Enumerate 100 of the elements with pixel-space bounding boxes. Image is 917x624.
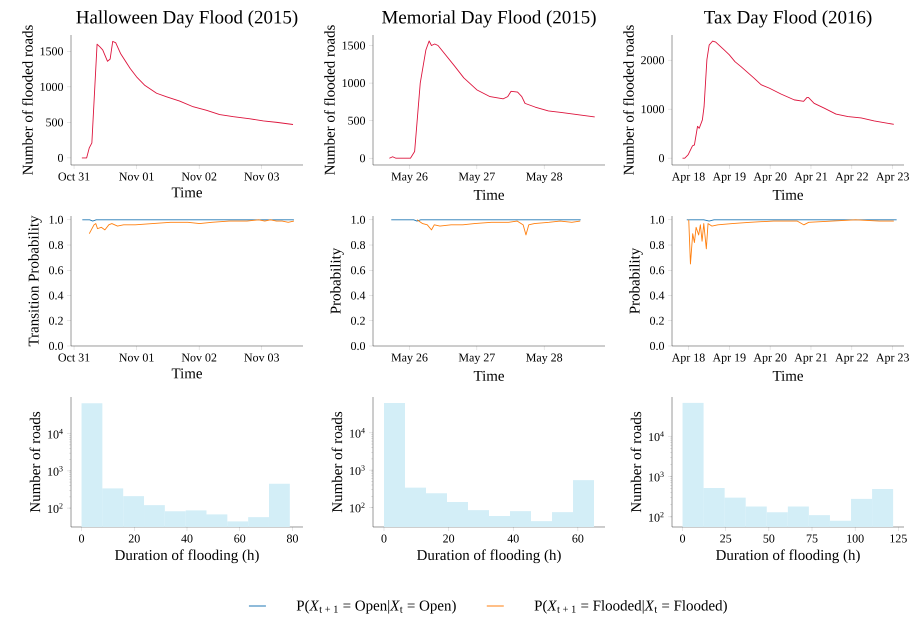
x-tick-label: Apr 23 [876, 353, 909, 364]
legend-label: P(X$_{t + 1}$ = Flooded|X$_{t}$ = Flooded) [534, 600, 727, 614]
y-axis-title: Number of roads [30, 412, 40, 512]
y-axis-title: Number of roads [630, 412, 642, 512]
y-tick-label: 1000 [40, 82, 64, 91]
y-axis-title: Probability [629, 248, 643, 314]
x-axis-title: Duration of flooding (h) [417, 549, 561, 564]
y-axis-title: Number of flooded roads [22, 25, 33, 175]
line-series [688, 219, 894, 264]
y-tick-label: 0.4 [351, 291, 366, 300]
line-series [88, 219, 294, 234]
y-tick-label: 10$^{2}$ [48, 503, 63, 513]
y-tick-label: 0.2 [351, 316, 365, 325]
y-tick-label: 1.0 [650, 216, 664, 224]
y-tick-label: 10$^{2}$ [649, 512, 664, 522]
y-tick-label: 1000 [342, 79, 366, 88]
x-tick-label: Oct 31 [58, 172, 90, 181]
y-tick-label: 0.6 [49, 266, 64, 274]
x-tick-label: 40 [507, 534, 519, 543]
x-tick-label: Oct 31 [58, 353, 90, 362]
legend-label: P(X$_{t + 1}$ = Open|X$_{t}$ = Open) [296, 600, 456, 614]
y-tick-label: 10$^{3}$ [649, 472, 664, 482]
y-tick-label: 0.6 [351, 266, 366, 274]
chart-title: Memorial Day Flood (2015) [382, 10, 596, 28]
y-tick-label: 0.8 [351, 240, 366, 250]
x-tick-label: Nov 03 [244, 354, 280, 362]
y-axis-title: Probability [330, 248, 344, 314]
x-tick-label: Apr 19 [712, 353, 746, 364]
x-tick-label: 0 [381, 534, 387, 543]
x-tick-label: Apr 21 [794, 353, 828, 364]
y-axis-title: Number of roads [332, 412, 342, 512]
x-tick-label: May 28 [526, 172, 562, 184]
x-tick-label: 20 [128, 534, 140, 543]
chart-title: Halloween Day Flood (2015) [76, 10, 298, 28]
y-tick-label: 0.0 [351, 342, 366, 350]
x-tick-label: Nov 02 [182, 354, 216, 362]
y-tick-label: 0.0 [650, 342, 664, 350]
y-tick-label: 1.0 [352, 216, 366, 224]
line-series [416, 219, 581, 236]
y-axis-title: Transition Probability [28, 216, 42, 346]
x-tick-label: 25 [720, 534, 732, 543]
x-tick-label: Apr 22 [835, 353, 868, 364]
y-tick-label: 0.2 [650, 316, 664, 325]
y-tick-label: 10$^{4}$ [350, 428, 365, 438]
x-tick-label: Nov 02 [182, 172, 216, 181]
y-tick-label: 10$^{4}$ [48, 428, 63, 439]
line-series [81, 40, 294, 158]
x-tick-label: Apr 18 [672, 172, 705, 183]
y-tick-label: 1500 [40, 47, 64, 56]
y-tick-label: 0.2 [49, 316, 63, 325]
x-axis-title: Time [172, 187, 202, 198]
y-tick-label: 0.8 [650, 240, 664, 250]
x-tick-label: Apr 18 [672, 354, 705, 364]
x-tick-label: Apr 23 [876, 172, 909, 183]
x-tick-label: Apr 22 [835, 172, 868, 183]
x-tick-label: May 28 [526, 354, 562, 364]
y-axis-title: Number of flooded roads [623, 25, 634, 175]
x-tick-label: 125 [890, 534, 907, 543]
x-axis-title: Duration of flooding (h) [115, 549, 259, 564]
x-tick-label: May 27 [458, 354, 495, 364]
y-tick-label: 500 [46, 118, 64, 126]
y-tick-label: 0.6 [650, 266, 664, 274]
x-tick-label: 75 [806, 534, 818, 542]
x-tick-label: 80 [286, 534, 298, 543]
x-axis-title: Time [474, 370, 504, 381]
y-tick-label: 500 [348, 116, 366, 125]
x-tick-label: 60 [234, 534, 246, 543]
x-axis-title: Duration of flooding (h) [716, 549, 860, 564]
x-tick-label: 40 [181, 534, 193, 543]
x-tick-label: 0 [79, 534, 84, 543]
x-tick-label: Nov 03 [244, 172, 280, 181]
y-tick-label: 0 [58, 154, 64, 162]
x-axis-title: Time [772, 190, 803, 200]
x-tick-label: 100 [847, 534, 864, 543]
line-series [682, 40, 894, 159]
x-axis-title: Time [172, 368, 202, 378]
y-tick-label: 0.0 [49, 342, 64, 350]
x-tick-label: 60 [572, 534, 584, 543]
chart-title: Tax Day Flood (2016) [704, 10, 872, 28]
y-tick-label: 0 [360, 154, 366, 162]
x-tick-label: Apr 20 [753, 172, 786, 183]
x-axis-title: Time [772, 370, 803, 381]
x-tick-label: May 26 [391, 172, 428, 183]
line-series [388, 40, 596, 159]
y-tick-label: 1.0 [50, 216, 64, 224]
y-tick-label: 0.8 [49, 240, 64, 250]
y-axis-title: Number of flooded roads [324, 25, 335, 175]
x-tick-label: 0 [680, 534, 686, 543]
x-tick-label: May 27 [458, 172, 495, 183]
y-tick-label: 10$^{3}$ [350, 465, 365, 475]
y-tick-label: 2000 [641, 56, 664, 64]
y-tick-label: 10$^{4}$ [649, 431, 664, 442]
x-tick-label: May 26 [391, 354, 428, 364]
x-tick-label: Nov 01 [119, 172, 154, 181]
y-tick-label: 10$^{3}$ [48, 466, 63, 476]
y-tick-label: 1500 [342, 41, 366, 50]
y-tick-label: 0.4 [650, 291, 664, 300]
y-tick-label: 1000 [642, 105, 664, 114]
y-tick-label: 0.4 [49, 291, 64, 300]
x-tick-label: Apr 20 [753, 354, 786, 364]
